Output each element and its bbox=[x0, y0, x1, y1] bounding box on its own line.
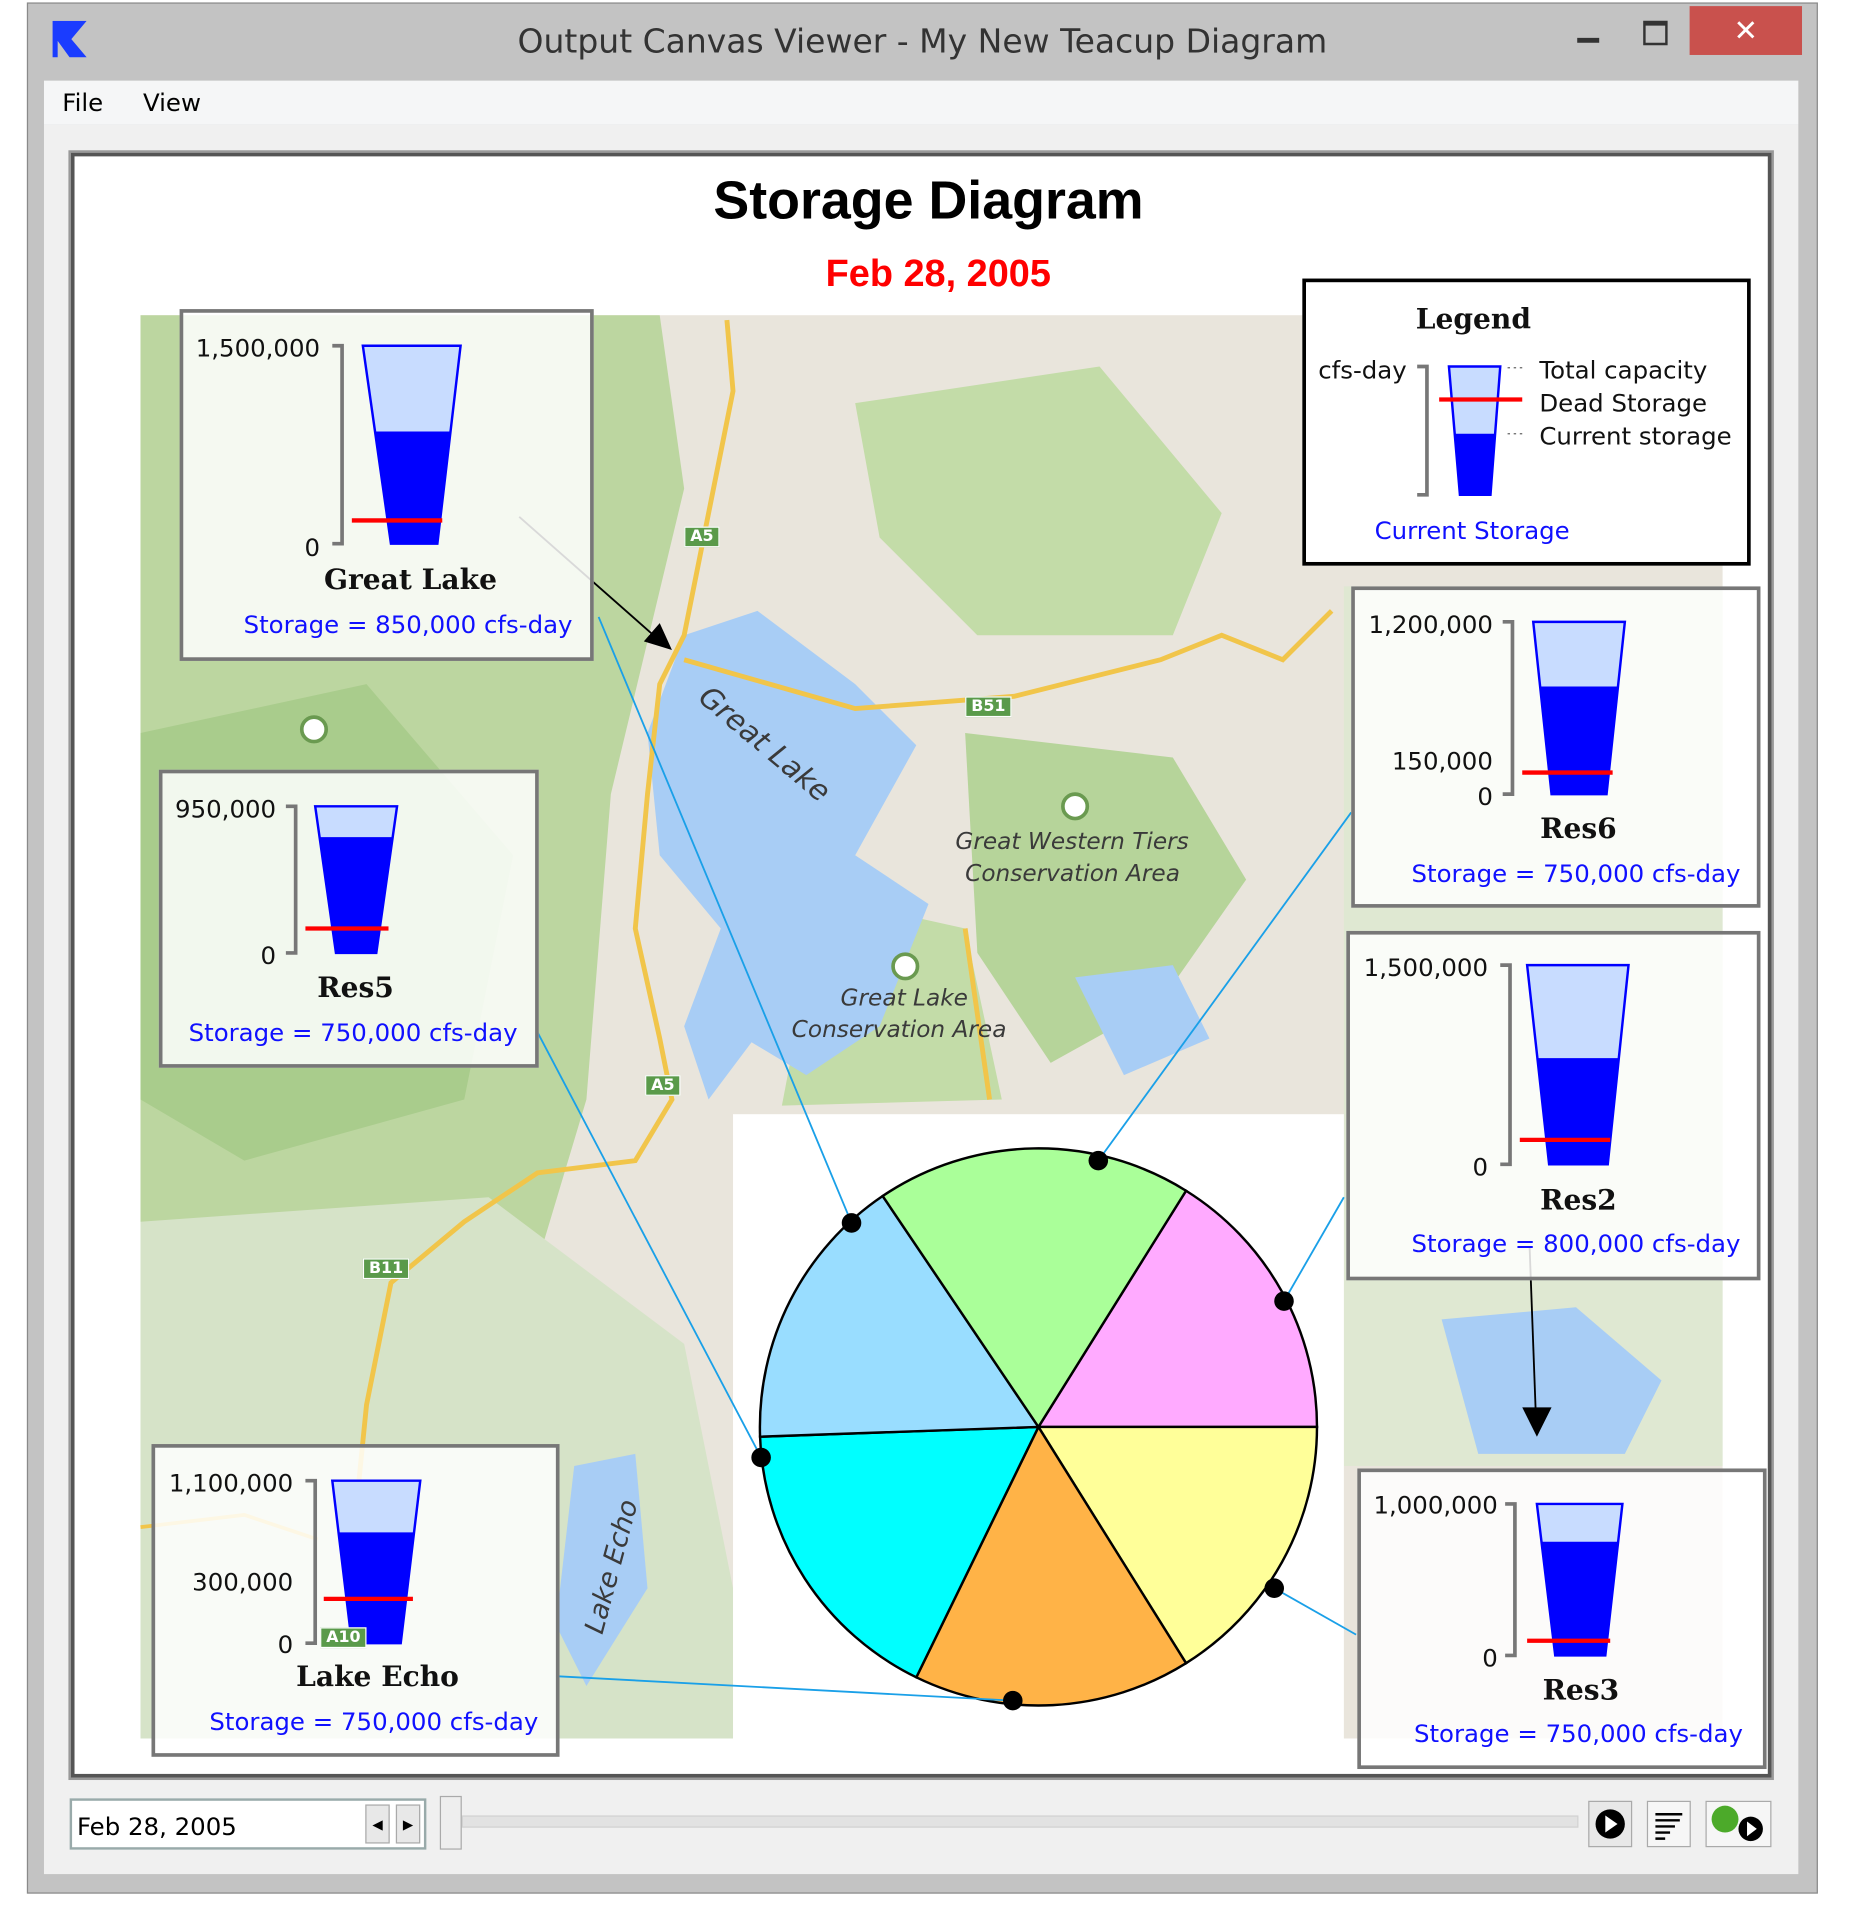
menu-file[interactable]: File bbox=[62, 87, 104, 118]
road-badge: A10 bbox=[320, 1627, 367, 1649]
map-label-glca-1: Great Lake bbox=[840, 984, 968, 1012]
connector-node bbox=[1088, 1150, 1109, 1171]
step-back-icon: ◀ bbox=[372, 1816, 383, 1833]
close-icon: ✕ bbox=[1733, 13, 1759, 48]
menu-view[interactable]: View bbox=[142, 87, 201, 118]
storage-label: Storage = 750,000 cfs-day bbox=[209, 1706, 539, 1737]
axis-bottom-label: 0 bbox=[277, 1629, 294, 1660]
connector-node bbox=[1274, 1291, 1294, 1311]
legend-total-capacity: Total capacity bbox=[1539, 355, 1708, 385]
connector-line bbox=[536, 1031, 762, 1458]
axis-bottom-label: 0 bbox=[1482, 1643, 1498, 1673]
axis-top-label: 950,000 bbox=[175, 794, 277, 824]
axis-bottom-label: 0 bbox=[1472, 1152, 1489, 1182]
reservoir-name: Res6 bbox=[1540, 812, 1617, 846]
time-slider-track[interactable] bbox=[461, 1815, 1579, 1828]
axis-top-label: 1,200,000 bbox=[1368, 609, 1493, 639]
connector-line bbox=[1283, 1196, 1345, 1302]
list-button[interactable] bbox=[1646, 1800, 1691, 1848]
road-badge: B11 bbox=[362, 1258, 410, 1280]
connector-line bbox=[1097, 811, 1352, 1162]
map-label-gwt-1: Great Western Tiers bbox=[955, 828, 1189, 856]
storage-label: Storage = 850,000 cfs-day bbox=[243, 609, 573, 639]
storage-label: Storage = 750,000 cfs-day bbox=[188, 1017, 518, 1047]
road-badge: A5 bbox=[684, 526, 720, 548]
axis-dead-label: 300,000 bbox=[192, 1567, 294, 1597]
arrow-head-icon bbox=[1522, 1407, 1552, 1437]
reservoir-name: Res2 bbox=[1540, 1183, 1617, 1217]
teacup-res2[interactable] bbox=[1346, 930, 1761, 1281]
axis-top-label: 1,500,000 bbox=[1363, 952, 1489, 983]
pie-slice bbox=[1036, 1425, 1319, 1665]
minimize-icon[interactable] bbox=[1577, 37, 1600, 43]
globe-play-button[interactable] bbox=[1705, 1800, 1772, 1848]
date-field[interactable]: Feb 28, 2005 ◀ ▶ bbox=[69, 1798, 427, 1850]
legend-dead-storage: Dead Storage bbox=[1539, 388, 1708, 418]
axis-dead-label: 150,000 bbox=[1391, 746, 1493, 776]
connector-line bbox=[597, 616, 853, 1224]
diagram-title: Storage Diagram bbox=[713, 171, 1144, 231]
road-badge: A5 bbox=[645, 1075, 681, 1096]
connector-line bbox=[555, 1675, 1013, 1702]
arrow-head-icon bbox=[643, 623, 672, 650]
reservoir-name: Great Lake bbox=[324, 563, 497, 597]
diagram-date: Feb 28, 2005 bbox=[825, 251, 1051, 295]
pie-slice bbox=[914, 1424, 1188, 1707]
pie-chart bbox=[758, 1147, 1319, 1707]
pie-slice bbox=[880, 1147, 1188, 1430]
map-label-gwt-2: Conservation Area bbox=[965, 860, 1180, 887]
legend-box bbox=[1302, 278, 1751, 566]
legend-unit: cfs-day bbox=[1318, 355, 1407, 385]
maximize-icon[interactable] bbox=[1643, 20, 1668, 46]
axis-bottom-label: 0 bbox=[260, 940, 277, 971]
legend-current-storage: Current storage bbox=[1539, 421, 1732, 451]
legend-title: Legend bbox=[1415, 302, 1531, 336]
play-button[interactable] bbox=[1588, 1800, 1633, 1848]
connector-line bbox=[1273, 1587, 1357, 1636]
storage-label: Storage = 800,000 cfs-day bbox=[1411, 1229, 1741, 1259]
axis-top-label: 1,000,000 bbox=[1373, 1490, 1498, 1520]
pie-slice bbox=[758, 1425, 1041, 1679]
connector-node bbox=[1003, 1690, 1023, 1711]
globe-play-icon bbox=[1711, 1805, 1763, 1842]
step-forward-button[interactable]: ▶ bbox=[395, 1804, 421, 1844]
axis-bottom-label: 0 bbox=[304, 532, 321, 562]
reservoir-name: Res3 bbox=[1542, 1673, 1620, 1707]
connector-lines bbox=[518, 516, 1552, 1711]
connector-node bbox=[751, 1447, 771, 1468]
axis-top-label: 1,100,000 bbox=[168, 1468, 294, 1498]
connector-node bbox=[1264, 1578, 1285, 1598]
legend-caption: Current Storage bbox=[1374, 515, 1570, 545]
map-label-glca-2: Conservation Area bbox=[791, 1016, 1007, 1044]
reservoir-name: Res5 bbox=[317, 971, 394, 1005]
list-icon bbox=[1655, 1813, 1683, 1840]
axis-bottom-label: 0 bbox=[1477, 781, 1493, 812]
storage-label: Storage = 750,000 cfs-day bbox=[1413, 1718, 1743, 1749]
connector-node bbox=[841, 1213, 862, 1233]
reservoir-name: Lake Echo bbox=[296, 1660, 459, 1694]
play-icon bbox=[1595, 1809, 1625, 1839]
step-back-button[interactable]: ◀ bbox=[365, 1804, 390, 1844]
time-slider-thumb[interactable] bbox=[439, 1795, 462, 1850]
storage-label: Storage = 750,000 cfs-day bbox=[1411, 858, 1741, 889]
window-title: Output Canvas Viewer - My New Teacup Dia… bbox=[517, 23, 1328, 62]
road-badge: B51 bbox=[965, 696, 1012, 718]
axis-top-label: 1,500,000 bbox=[195, 333, 321, 363]
step-forward-icon: ▶ bbox=[402, 1816, 414, 1833]
close-button[interactable]: ✕ bbox=[1689, 6, 1803, 55]
menu-bar: File View bbox=[43, 80, 1799, 125]
date-value: Feb 28, 2005 bbox=[76, 1811, 237, 1842]
pie-slice bbox=[758, 1194, 1041, 1438]
